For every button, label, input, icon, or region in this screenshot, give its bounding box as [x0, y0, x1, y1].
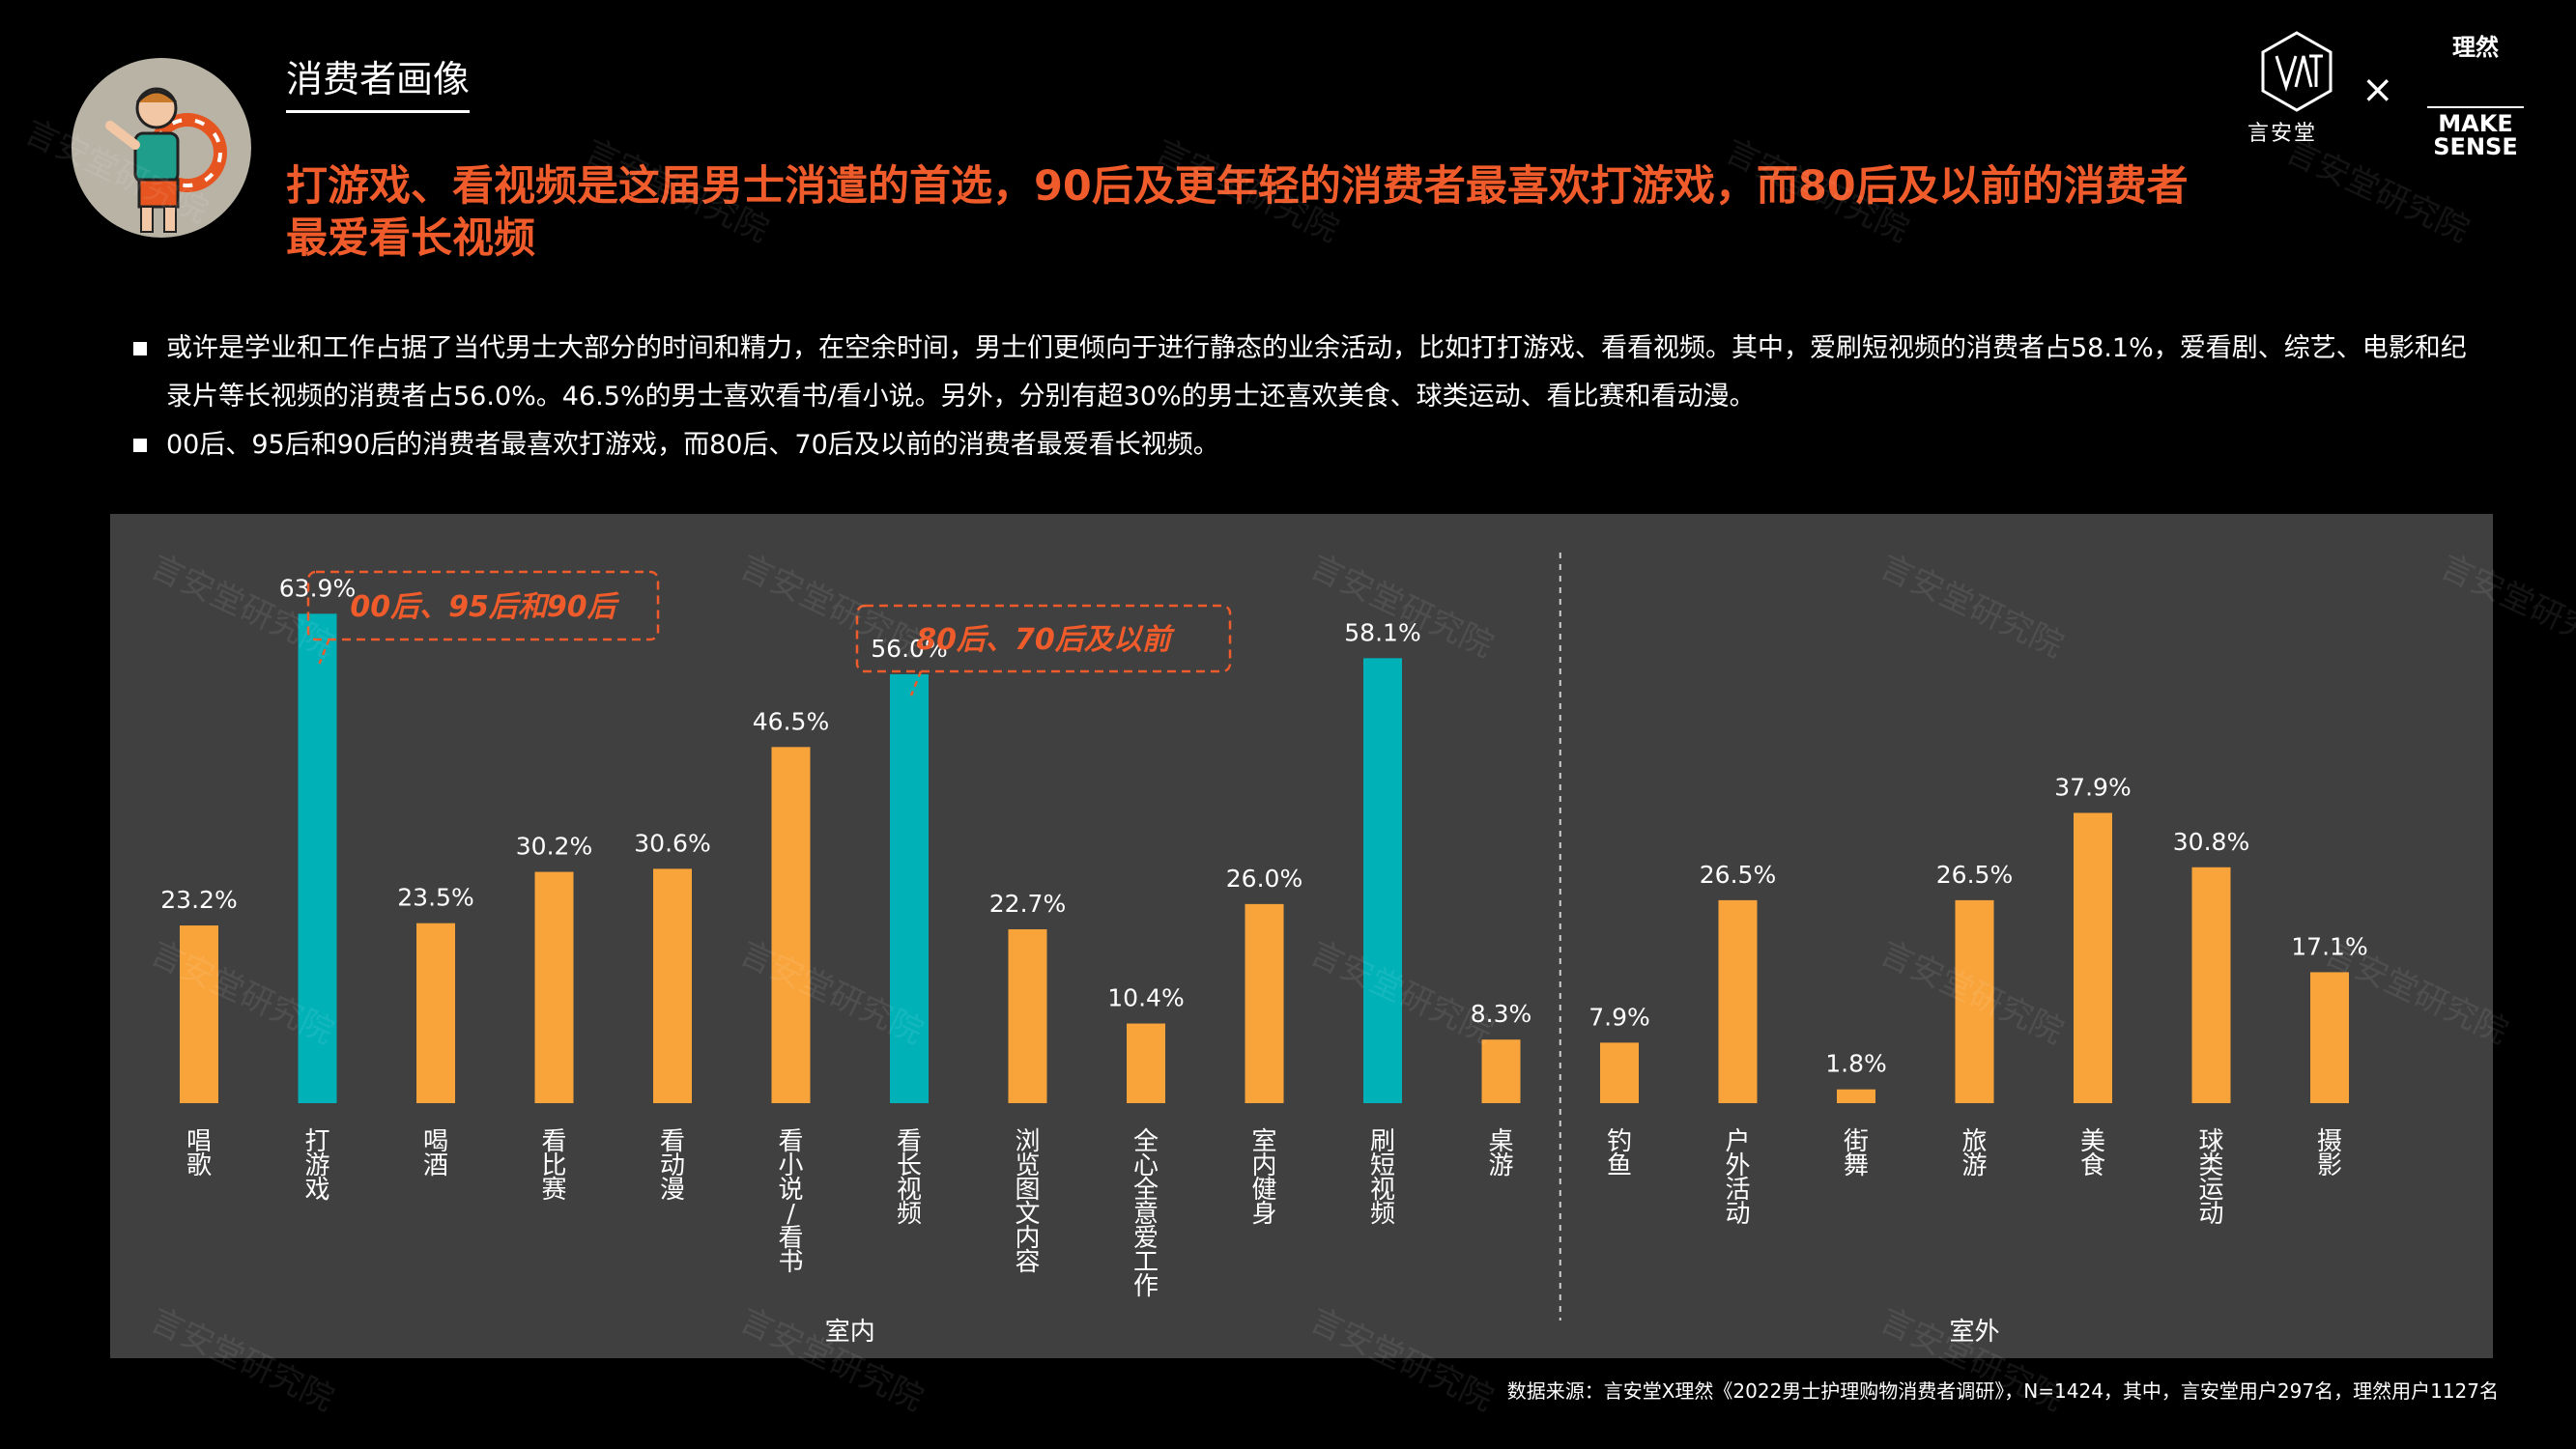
bar-value-label-16: 26.5% [1936, 861, 2013, 889]
bar-10 [1245, 903, 1284, 1103]
category-label-11: 刷短视频 [1370, 1127, 1395, 1229]
bar-value-label-1: 23.2% [160, 886, 237, 914]
callout-box-1 [306, 570, 660, 641]
section-title: 消费者画像 [286, 58, 471, 113]
bar-chart: 23.2% 唱歌 63.9% 打游戏 23.5% 喝酒 30.2% 看比赛 30.6% 看动漫 46… [160, 553, 2368, 1347]
bar-value-label-9: 10.4% [1107, 984, 1184, 1012]
bar-7 [890, 674, 929, 1103]
bar-14 [1718, 899, 1758, 1103]
collab-times-sign: × [2361, 68, 2394, 112]
bar-value-label-5: 30.6% [634, 829, 710, 857]
bar-1 [180, 925, 218, 1103]
bar-value-label-12: 8.3% [1471, 1000, 1532, 1028]
bar-value-label-14: 26.5% [1700, 861, 1776, 889]
bar-11 [1363, 658, 1402, 1103]
bar-value-label-4: 30.2% [516, 833, 592, 861]
character-illustration-icon [105, 87, 227, 233]
category-label-18: 球类运动 [2198, 1127, 2223, 1229]
bar-value-label-2: 63.9% [279, 574, 356, 602]
bar-17 [2074, 812, 2112, 1103]
bullet-item-1: 或许是学业和工作占据了当代男士大部分的时间和精力，在空余时间，男士们更倾向于进行… [131, 325, 2479, 421]
category-label-12: 桌游 [1488, 1127, 1513, 1180]
callout-pointer-2 [909, 670, 923, 696]
bar-value-label-17: 37.9% [2054, 774, 2131, 802]
callout-text-2: 80后、70后及以前 [916, 623, 1175, 657]
bullet-list: 或许是学业和工作占据了当代男士大部分的时间和精力，在空余时间，男士们更倾向于进行… [131, 325, 2479, 469]
category-label-6: 看小说/看书 [778, 1127, 803, 1277]
category-label-9: 全心全意爱工作 [1133, 1127, 1159, 1301]
category-label-8: 浏览图文内容 [1015, 1127, 1040, 1277]
chart-panel: 23.2% 唱歌 63.9% 打游戏 23.5% 喝酒 30.2% 看比赛 30.6% 看动漫 46… [110, 514, 2493, 1358]
bar-19 [2310, 972, 2349, 1103]
bar-value-label-18: 30.8% [2173, 828, 2249, 856]
bar-value-label-10: 26.0% [1226, 865, 1302, 893]
bar-value-label-15: 1.8% [1825, 1050, 1887, 1078]
category-label-7: 看长视频 [897, 1127, 922, 1229]
category-label-14: 户外活动 [1725, 1127, 1750, 1229]
bar-18 [2191, 867, 2231, 1103]
bar-value-label-13: 7.9% [1589, 1003, 1650, 1031]
bar-2 [298, 613, 337, 1103]
makesense-logo: MAKE SENSE [2427, 106, 2524, 158]
category-label-5: 看动漫 [660, 1127, 685, 1205]
brand-logos: 言安堂 × 理然 MAKE SENSE [2244, 27, 2533, 158]
lr-logo-text: 理然 [2452, 34, 2499, 61]
data-source-note: 数据来源：言安堂X理然《2022男士护理购物消费者调研》，N=1424，其中，言… [1506, 1379, 2499, 1403]
bar-9 [1127, 1023, 1165, 1103]
group-label-2: 室外 [1949, 1318, 1999, 1347]
bar-12 [1481, 1039, 1521, 1103]
category-label-13: 钓鱼 [1607, 1127, 1632, 1180]
category-label-19: 摄影 [2317, 1127, 2342, 1180]
bar-value-label-19: 17.1% [2291, 932, 2367, 960]
bar-value-label-7: 56.0% [871, 635, 947, 663]
bar-value-label-8: 22.7% [989, 890, 1066, 918]
bar-4 [534, 871, 574, 1103]
category-label-16: 旅游 [1961, 1127, 1987, 1180]
makesense-line1: MAKE [2438, 110, 2513, 137]
category-label-10: 室内健身 [1251, 1127, 1276, 1229]
avatar [72, 58, 251, 238]
bar-13 [1600, 1042, 1639, 1103]
yat-logo-text: 言安堂 [2247, 122, 2318, 146]
bar-value-label-11: 58.1% [1344, 618, 1420, 646]
bar-value-label-6: 46.5% [753, 707, 829, 735]
category-label-2: 打游戏 [304, 1127, 329, 1205]
callout-text-1: 00后、95后和90后 [350, 590, 619, 624]
category-label-1: 唱歌 [186, 1127, 212, 1180]
bar-value-label-3: 23.5% [397, 884, 473, 912]
callout-pointer-1 [318, 639, 330, 665]
category-label-3: 喝酒 [423, 1127, 448, 1180]
category-label-15: 街舞 [1844, 1127, 1869, 1180]
makesense-line2: SENSE [2433, 133, 2518, 160]
bar-8 [1008, 929, 1047, 1103]
bar-15 [1837, 1089, 1875, 1103]
callout-box-2 [855, 604, 1232, 673]
yat-logo-icon [2261, 31, 2333, 112]
group-label-1: 室内 [825, 1318, 875, 1347]
category-label-17: 美食 [2080, 1127, 2105, 1180]
bar-6 [771, 747, 811, 1103]
bar-3 [416, 923, 455, 1103]
page-headline: 打游戏、看视频是这届男士消遣的首选，90后及更年轻的消费者最喜欢打游戏，而80后… [286, 162, 2189, 263]
bar-16 [1955, 899, 1994, 1103]
bar-5 [653, 868, 692, 1103]
category-label-4: 看比赛 [541, 1127, 566, 1205]
bullet-item-2: 00后、95后和90后的消费者最喜欢打游戏，而80后、70后及以前的消费者最爱看… [131, 421, 2479, 469]
